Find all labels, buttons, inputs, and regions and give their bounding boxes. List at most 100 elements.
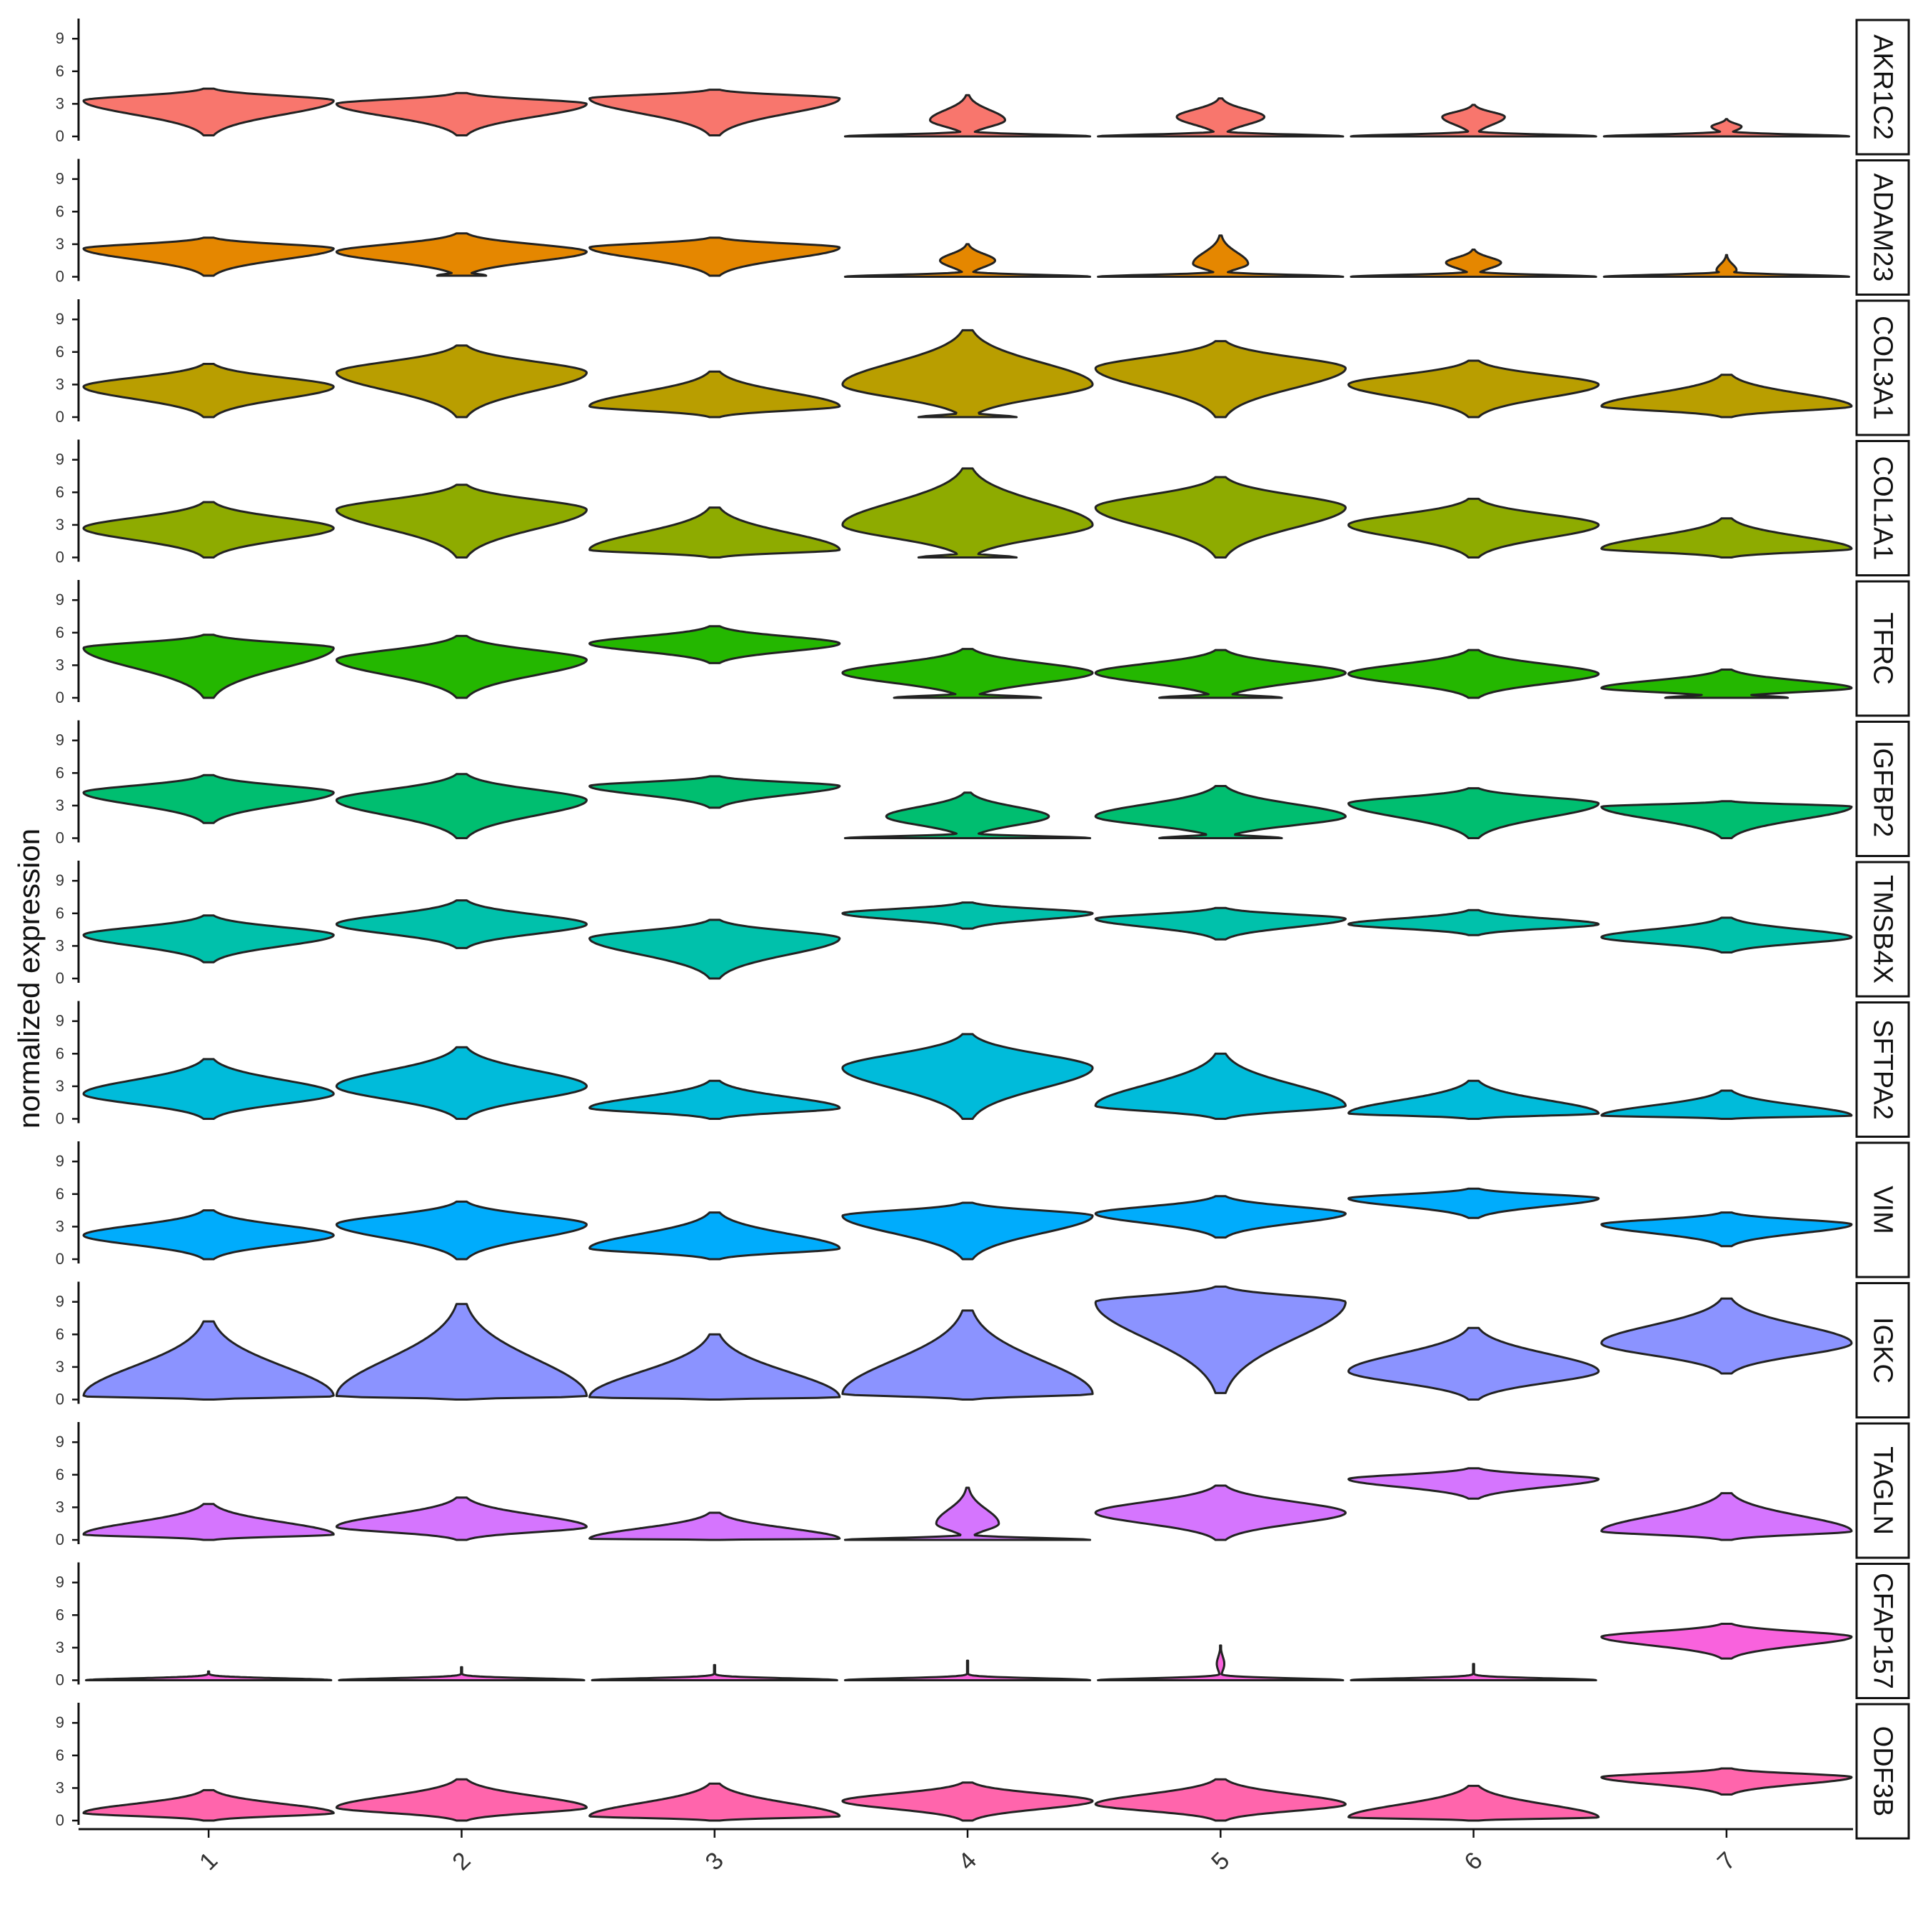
- violin-col1a1-cluster-5: [1094, 476, 1347, 559]
- y-tick-label: 9: [56, 731, 64, 749]
- violin-akr1c2-cluster-4: [843, 94, 1092, 138]
- strip-box: [1855, 1703, 1910, 1840]
- x-tick-label: 2: [447, 1847, 476, 1876]
- y-tick-label: 0: [56, 1531, 64, 1548]
- y-tick-label: 6: [56, 624, 64, 641]
- violin-tmsb4x-cluster-4: [841, 901, 1094, 930]
- violin-vim-cluster-5: [1094, 1195, 1347, 1239]
- violin-igkc-cluster-4: [841, 1309, 1094, 1401]
- y-tick-label: 9: [56, 1713, 64, 1731]
- violin-adam23-cluster-7: [1602, 254, 1850, 278]
- y-tick-label: 3: [56, 375, 64, 393]
- violin-col3a1-cluster-1: [82, 363, 335, 419]
- violin-odf3b-cluster-7: [1600, 1767, 1853, 1796]
- violin-adam23-cluster-3: [588, 236, 841, 277]
- violin-col1a1-cluster-4: [841, 467, 1094, 559]
- y-tick-label: 9: [56, 1293, 64, 1311]
- y-axis-label: normalized expression: [12, 829, 46, 1128]
- panel-col3a1: 0 3 6 9 COL3A1: [56, 299, 1910, 436]
- y-tick-label: 3: [56, 1778, 64, 1796]
- y-tick-label: 9: [56, 871, 64, 889]
- panel-col1a1: 0 3 6 9 COL1A1: [56, 439, 1910, 576]
- x-tick-label: 5: [1206, 1847, 1235, 1876]
- violin-sftpa2-cluster-6: [1347, 1079, 1600, 1120]
- y-tick-label: 3: [56, 1498, 64, 1516]
- strip-box: [1855, 299, 1910, 436]
- y-tick-label: 0: [56, 408, 64, 426]
- violin-cfap157-cluster-3: [591, 1663, 838, 1681]
- violin-sftpa2-cluster-2: [335, 1046, 588, 1120]
- panels-layer: 0 3 6 9 AKR1C2 0 3 6 9 ADAM23 0 3 6 9 COL3A1 0 3 6 9 COL1A1…: [56, 19, 1910, 1840]
- violin-tmsb4x-cluster-3: [588, 919, 841, 980]
- violin-odf3b-cluster-4: [841, 1781, 1094, 1822]
- violin-tagln-cluster-3: [588, 1511, 841, 1541]
- violin-cfap157-cluster-4: [843, 1659, 1092, 1681]
- y-tick-label: 9: [56, 591, 64, 609]
- violin-tagln-cluster-1: [82, 1503, 335, 1541]
- violin-cfap157-cluster-6: [1350, 1663, 1597, 1681]
- y-tick-label: 9: [56, 29, 64, 47]
- violin-adam23-cluster-1: [82, 236, 335, 277]
- x-tick-label: 1: [194, 1847, 223, 1876]
- violin-sftpa2-cluster-1: [82, 1058, 335, 1120]
- violin-tagln-cluster-7: [1600, 1492, 1853, 1541]
- y-tick-label: 0: [56, 549, 64, 566]
- violin-col1a1-cluster-6: [1347, 497, 1600, 559]
- y-tick-label: 3: [56, 1638, 64, 1656]
- violin-vim-cluster-4: [841, 1201, 1094, 1261]
- violin-akr1c2-cluster-7: [1602, 118, 1850, 138]
- y-tick-label: 6: [56, 1044, 64, 1062]
- x-tick-label: 4: [953, 1847, 982, 1876]
- y-tick-label: 6: [56, 202, 64, 220]
- violin-vim-cluster-3: [588, 1211, 841, 1261]
- violin-igfbp2-cluster-1: [82, 774, 335, 824]
- strip-label: AKR1C2: [1868, 34, 1898, 140]
- panel-vim: 0 3 6 9 VIM: [56, 1141, 1910, 1278]
- y-tick-label: 6: [56, 1185, 64, 1203]
- y-tick-label: 6: [56, 764, 64, 781]
- y-tick-label: 9: [56, 1152, 64, 1170]
- strip-label: COL1A1: [1868, 456, 1898, 561]
- y-tick-label: 6: [56, 1466, 64, 1483]
- violin-igfbp2-cluster-7: [1600, 800, 1853, 839]
- violin-tfrc-cluster-5: [1094, 649, 1347, 699]
- y-tick-label: 3: [56, 796, 64, 814]
- violin-odf3b-cluster-5: [1094, 1778, 1347, 1822]
- strip-label: TAGLN: [1868, 1446, 1898, 1535]
- violin-tfrc-cluster-6: [1347, 649, 1600, 699]
- violin-col3a1-cluster-4: [841, 329, 1094, 419]
- strip-box: [1855, 580, 1910, 717]
- violin-tfrc-cluster-2: [335, 634, 588, 699]
- violin-tfrc-cluster-4: [841, 648, 1094, 699]
- strip-box: [1855, 440, 1910, 576]
- violin-sftpa2-cluster-5: [1094, 1052, 1347, 1120]
- strip-box: [1855, 1422, 1910, 1559]
- violin-odf3b-cluster-1: [82, 1788, 335, 1822]
- violin-akr1c2-cluster-3: [588, 89, 841, 136]
- strip-box: [1855, 1001, 1910, 1138]
- violin-col1a1-cluster-2: [335, 484, 588, 559]
- strip-box: [1855, 159, 1910, 296]
- strip-label: ADAM23: [1868, 173, 1898, 281]
- y-tick-label: 9: [56, 1012, 64, 1030]
- violin-cfap157-cluster-2: [338, 1666, 586, 1681]
- violin-cfap157-cluster-1: [85, 1670, 333, 1681]
- violin-sftpa2-cluster-4: [841, 1033, 1094, 1120]
- strip-label: IGFBP2: [1868, 741, 1898, 837]
- violin-col1a1-cluster-7: [1600, 517, 1853, 559]
- y-tick-label: 3: [56, 656, 64, 674]
- panel-igkc: 0 3 6 9 IGKC: [56, 1281, 1910, 1418]
- panel-igfbp2: 0 3 6 9 IGFBP2: [56, 720, 1910, 857]
- violin-tagln-cluster-6: [1347, 1467, 1600, 1500]
- violin-igfbp2-cluster-2: [335, 773, 588, 839]
- violin-odf3b-cluster-2: [335, 1778, 588, 1822]
- violin-tfrc-cluster-1: [82, 634, 335, 699]
- x-tick-label: 3: [701, 1847, 729, 1876]
- violin-vim-cluster-1: [82, 1209, 335, 1261]
- strip-label: CFAP157: [1868, 1573, 1898, 1689]
- violin-vim-cluster-7: [1600, 1211, 1853, 1248]
- violin-igfbp2-cluster-4: [843, 791, 1092, 839]
- violin-akr1c2-cluster-6: [1350, 104, 1597, 138]
- y-tick-label: 6: [56, 904, 64, 922]
